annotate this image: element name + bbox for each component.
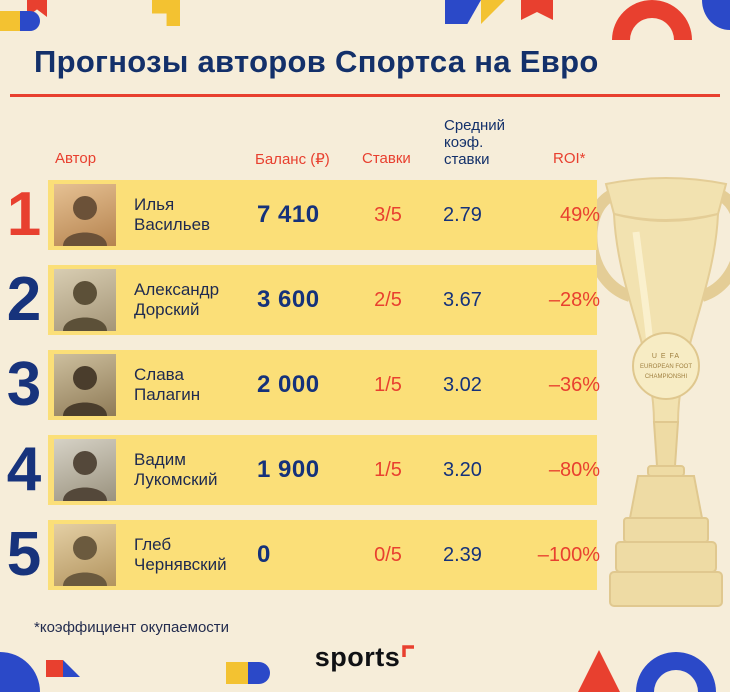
rank-number: 4 — [6, 435, 42, 504]
author-name: Слава Палагин — [134, 365, 201, 404]
column-header-roi: ROI* — [553, 150, 586, 167]
roi-value: 49% — [559, 203, 600, 226]
column-header-stakes: Ставки — [362, 150, 411, 167]
balance-value: 7 410 — [257, 201, 320, 228]
person-silhouette-icon — [63, 281, 107, 331]
balance-value: 1 900 — [257, 456, 320, 483]
balance-value: 0 — [257, 541, 271, 568]
column-header-balance: Баланс (₽) — [255, 151, 330, 168]
sports-logo-text: sports — [314, 642, 401, 672]
decor-yellow-square-bottom-middle — [226, 662, 248, 684]
person-silhouette-icon — [63, 536, 107, 586]
author-name: Илья Васильев — [134, 195, 211, 234]
trophy-text-line2: EUROPEAN FOOT — [640, 364, 692, 370]
stakes-value: 1/5 — [374, 458, 402, 481]
balance-value: 3 600 — [257, 286, 320, 313]
decor-yellow-step-top-middle — [152, 0, 180, 26]
table-row: 3 Слава Палагин 2 000 1/5 3.02 –36% — [7, 350, 600, 420]
decor-yellow-triangle-top-center — [481, 0, 505, 24]
decor-blue-arch-bottom-right — [636, 652, 716, 692]
table-row: 1 Илья Васильев 7 410 3/5 2.79 49% — [7, 180, 600, 250]
author-avatar — [54, 439, 116, 501]
stakes-value: 3/5 — [374, 203, 402, 226]
table-row: 4 Вадим Лукомский 1 900 1/5 3.20 –80% — [7, 435, 600, 505]
avg-coef-value: 3.67 — [443, 288, 482, 311]
trophy-text-line3: CHAMPIONSHI — [645, 374, 688, 380]
column-header-author: Автор — [55, 150, 97, 167]
decor-blue-flag-top-center — [445, 0, 481, 24]
stakes-value: 0/5 — [374, 543, 402, 566]
roi-value: –28% — [548, 288, 600, 311]
rank-number: 2 — [6, 265, 42, 334]
avg-coef-value: 2.79 — [443, 203, 482, 226]
person-silhouette-icon — [63, 451, 107, 501]
author-name: Вадим Лукомский — [134, 450, 218, 489]
roi-value: –36% — [548, 373, 600, 396]
table-row: 5 Глеб Чернявский 0 0/5 2.39 –100% — [7, 520, 600, 590]
decor-red-square-bottom-left — [46, 660, 63, 677]
title-divider — [10, 94, 720, 97]
decor-red-arch-top-right — [612, 0, 692, 40]
author-avatar — [54, 354, 116, 416]
stakes-value: 2/5 — [374, 288, 402, 311]
rank-number: 5 — [6, 520, 42, 589]
page-title: Прогнозы авторов Спортса на Евро — [34, 44, 599, 79]
trophy-text-line1: U E FA — [652, 353, 680, 360]
sports-logo: sports — [0, 642, 730, 672]
avg-coef-value: 2.39 — [443, 543, 482, 566]
author-name: Александр Дорский — [134, 280, 220, 319]
author-name: Глеб Чернявский — [134, 535, 227, 574]
balance-value: 2 000 — [257, 371, 320, 398]
author-avatar — [54, 524, 116, 586]
table-row: 2 Александр Дорский 3 600 2/5 3.67 –28% — [7, 265, 600, 335]
decor-red-pennant-top-center — [521, 0, 553, 20]
roi-value: –80% — [548, 458, 600, 481]
stakes-value: 1/5 — [374, 373, 402, 396]
euro-trophy-illustration: U E FA EUROPEAN FOOT CHAMPIONSHI — [596, 177, 730, 607]
footnote: *коэффициент окупаемости — [34, 619, 230, 636]
column-header-avg-coef: Средний коэф. ставки — [444, 117, 505, 168]
roi-value: –100% — [537, 543, 600, 566]
avg-coef-value: 3.20 — [443, 458, 482, 481]
author-avatar — [54, 184, 116, 246]
decor-yellow-square-top-left — [0, 11, 20, 31]
decor-blue-halfcircle-bottom-middle — [248, 662, 270, 684]
decor-blue-halfcircle-top-left — [20, 11, 40, 31]
person-silhouette-icon — [63, 196, 107, 246]
decor-blue-corner-top-right — [702, 0, 730, 30]
person-silhouette-icon — [63, 366, 107, 416]
logo-flag-icon — [402, 645, 415, 657]
rank-number: 1 — [6, 180, 42, 249]
avg-coef-value: 3.02 — [443, 373, 482, 396]
rank-number: 3 — [6, 350, 42, 419]
author-avatar — [54, 269, 116, 331]
